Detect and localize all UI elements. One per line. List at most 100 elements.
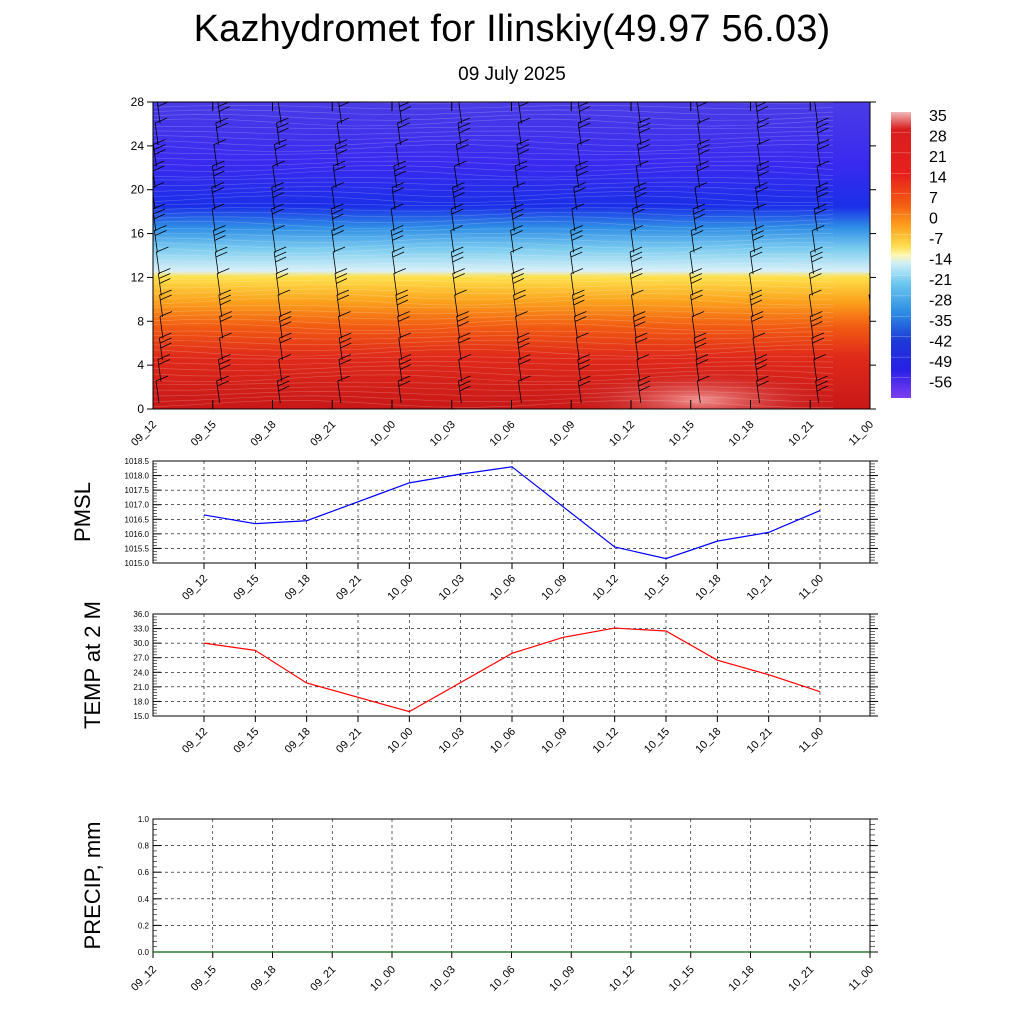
contour-line	[153, 335, 834, 340]
x-tick-label: 09_15	[231, 573, 261, 603]
x-tick-label: 10_03	[437, 726, 467, 756]
wind-barb-feather	[452, 182, 465, 188]
wind-barb-feather	[873, 97, 885, 102]
wind-barb-feather	[811, 321, 823, 327]
wind-barb-staff	[457, 380, 462, 404]
wind-barb-feather	[755, 187, 768, 193]
wind-barb-feather	[457, 117, 471, 124]
wind-barb-feather	[698, 149, 710, 155]
wind-barb-feather	[576, 332, 589, 339]
wind-barb-feather	[638, 144, 650, 150]
wind-barb-feather	[153, 160, 165, 167]
wind-barb-feather	[156, 246, 169, 253]
wind-barb-staff	[571, 208, 576, 232]
wind-barb-staff	[397, 316, 402, 339]
wind-barb-staff	[572, 294, 576, 318]
y-tick-label: 18.0	[133, 697, 149, 706]
wind-barb-staff	[816, 144, 821, 167]
contour-line	[153, 365, 834, 371]
contour-line	[153, 390, 834, 397]
wind-barb-feather	[573, 299, 585, 306]
wind-barb-staff	[750, 316, 755, 339]
wind-barb-staff	[871, 338, 874, 360]
wind-barb-feather	[630, 251, 643, 258]
wind-barb-feather	[392, 187, 405, 193]
wind-barb-feather	[218, 106, 230, 112]
contour-line	[153, 151, 834, 155]
wind-barb-feather	[630, 273, 643, 279]
y-tick-label: 0.4	[138, 895, 150, 904]
wind-barb-staff	[630, 230, 635, 253]
wind-barb-staff	[696, 165, 701, 189]
wind-barb-feather	[338, 354, 352, 360]
wind-barb-staff	[452, 187, 456, 210]
wind-barb-feather	[453, 192, 465, 198]
wind-barb-staff	[454, 165, 458, 189]
wind-barb-feather	[276, 273, 289, 279]
panel-frame	[152, 613, 871, 717]
wind-barb-feather	[749, 289, 762, 296]
colorbar-label: -21	[929, 272, 952, 289]
wind-barb-feather	[756, 160, 770, 167]
heatmap-x-tick-label: 10_03	[428, 419, 458, 449]
wind-barb-feather	[393, 160, 406, 167]
wind-barb-feather	[578, 364, 590, 370]
wind-barb-staff	[334, 273, 339, 296]
contour-line	[153, 160, 834, 167]
wind-barb-staff	[157, 359, 162, 382]
wind-barb-staff	[517, 359, 522, 382]
x-tick-label: 10_18	[693, 573, 723, 603]
wind-barb-staff	[452, 273, 457, 296]
contour-line	[153, 400, 834, 408]
x-tick-label: 10_15	[667, 964, 697, 994]
contour-line	[153, 386, 834, 391]
wind-barb-feather	[698, 144, 710, 150]
wind-barb-staff	[575, 337, 580, 361]
wind-barb-feather	[756, 106, 768, 112]
wind-barb-feather	[518, 342, 530, 349]
contour-line	[153, 330, 834, 334]
x-tick-label: 10_12	[591, 726, 621, 756]
wind-barb-feather	[332, 230, 344, 236]
heatmap-x-tick-label: 09_18	[249, 419, 279, 449]
wind-barb-staff	[276, 380, 281, 404]
wind-barb-feather	[219, 332, 232, 339]
wind-barb-feather	[638, 122, 651, 129]
wind-barb-feather	[399, 359, 412, 365]
y-tick-label: 1017.0	[125, 501, 150, 510]
wind-barb-feather	[458, 337, 471, 344]
contour-line	[153, 323, 834, 331]
wind-barb-staff	[631, 294, 635, 318]
wind-barb-staff	[157, 273, 162, 296]
heatmap-x-tick-label: 10_00	[368, 419, 398, 449]
wind-barb-staff	[276, 122, 280, 146]
wind-barb-feather	[272, 187, 284, 193]
contour-line	[153, 139, 834, 147]
contour-line	[153, 284, 834, 289]
wind-barb-feather	[211, 182, 224, 188]
wind-barb-feather	[153, 182, 165, 188]
wind-barb-feather	[336, 289, 350, 296]
wind-barb-feather	[457, 321, 469, 327]
wind-barb-feather	[695, 342, 707, 349]
wind-barb-staff	[510, 251, 515, 275]
wind-barb-feather	[875, 209, 886, 214]
y-tick-label: 0.0	[138, 948, 150, 957]
wind-barb-feather	[757, 165, 770, 172]
wind-barb-feather	[213, 139, 227, 145]
contour-line	[153, 228, 834, 232]
x-tick-label: 09_15	[189, 964, 219, 994]
contour-line	[153, 114, 834, 121]
heatmap-x-tick-label: 09_12	[129, 419, 159, 449]
wind-barb-feather	[331, 208, 344, 215]
wind-barb-feather	[810, 246, 823, 253]
wind-barb-feather	[515, 311, 528, 317]
wind-barb-feather	[271, 182, 284, 188]
colorbar-label: 28	[929, 129, 947, 146]
wind-barb-staff	[690, 230, 695, 253]
wind-barb-staff	[875, 123, 878, 145]
wind-barb-feather	[338, 311, 351, 317]
wind-barb-feather	[392, 251, 405, 258]
wind-barb-feather	[816, 380, 828, 387]
wind-barb-staff	[754, 359, 759, 382]
